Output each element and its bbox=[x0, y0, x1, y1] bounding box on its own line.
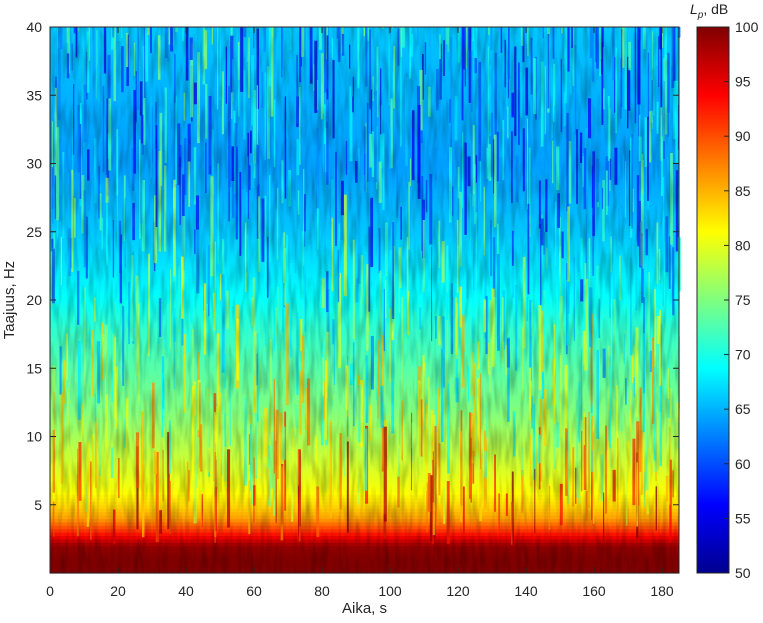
colorbar-gradient bbox=[697, 27, 729, 573]
x-tick-label: 80 bbox=[314, 583, 330, 599]
colorbar-tick-label: 55 bbox=[735, 510, 751, 526]
colorbar-label: Lp, dB bbox=[690, 1, 728, 21]
colorbar-tick-label: 50 bbox=[735, 565, 751, 581]
colorbar-ticks: 50 55 60 65 70 75 80 85 90 95 100 bbox=[724, 19, 759, 581]
x-axis-label: Aika, s bbox=[342, 600, 387, 617]
y-tick-label: 5 bbox=[34, 497, 42, 513]
x-tick-label: 100 bbox=[378, 583, 402, 599]
colorbar-tick-label: 95 bbox=[735, 74, 751, 90]
colorbar-tick-label: 100 bbox=[735, 19, 759, 35]
x-tick-label: 120 bbox=[446, 583, 470, 599]
x-tick-label: 160 bbox=[582, 583, 606, 599]
colorbar: 50 55 60 65 70 75 80 85 90 95 100 Lp, dB bbox=[690, 1, 759, 581]
y-tick-label: 40 bbox=[26, 19, 42, 35]
y-tick-label: 30 bbox=[26, 156, 42, 172]
colorbar-tick-label: 90 bbox=[735, 128, 751, 144]
x-tick-label: 140 bbox=[514, 583, 538, 599]
colorbar-tick-label: 75 bbox=[735, 292, 751, 308]
y-tick-label: 15 bbox=[26, 360, 42, 376]
y-tick-label: 35 bbox=[26, 87, 42, 103]
x-axis: 0 20 40 60 80 100 120 140 160 180 bbox=[46, 27, 674, 599]
x-tick-label: 40 bbox=[178, 583, 194, 599]
spectrogram-texture bbox=[50, 27, 679, 573]
colorbar-tick-label: 80 bbox=[735, 237, 751, 253]
x-tick-label: 60 bbox=[246, 583, 262, 599]
y-tick-label: 10 bbox=[26, 429, 42, 445]
colorbar-label-sub: p bbox=[697, 10, 704, 21]
x-tick-label: 20 bbox=[110, 583, 126, 599]
colorbar-tick-label: 85 bbox=[735, 183, 751, 199]
colorbar-tick-label: 65 bbox=[735, 401, 751, 417]
y-axis-label: Taajuus, Hz bbox=[1, 261, 18, 339]
colorbar-tick-label: 70 bbox=[735, 347, 751, 363]
y-tick-label: 25 bbox=[26, 224, 42, 240]
colorbar-label-main: L bbox=[690, 1, 698, 17]
y-axis: 5 10 15 20 25 30 35 40 bbox=[26, 19, 679, 513]
y-tick-label: 20 bbox=[26, 292, 42, 308]
colorbar-label-unit: , dB bbox=[703, 1, 728, 17]
plot-area bbox=[49, 26, 681, 574]
x-tick-label: 180 bbox=[650, 583, 674, 599]
colorbar-tick-label: 60 bbox=[735, 456, 751, 472]
x-tick-label: 0 bbox=[46, 583, 54, 599]
